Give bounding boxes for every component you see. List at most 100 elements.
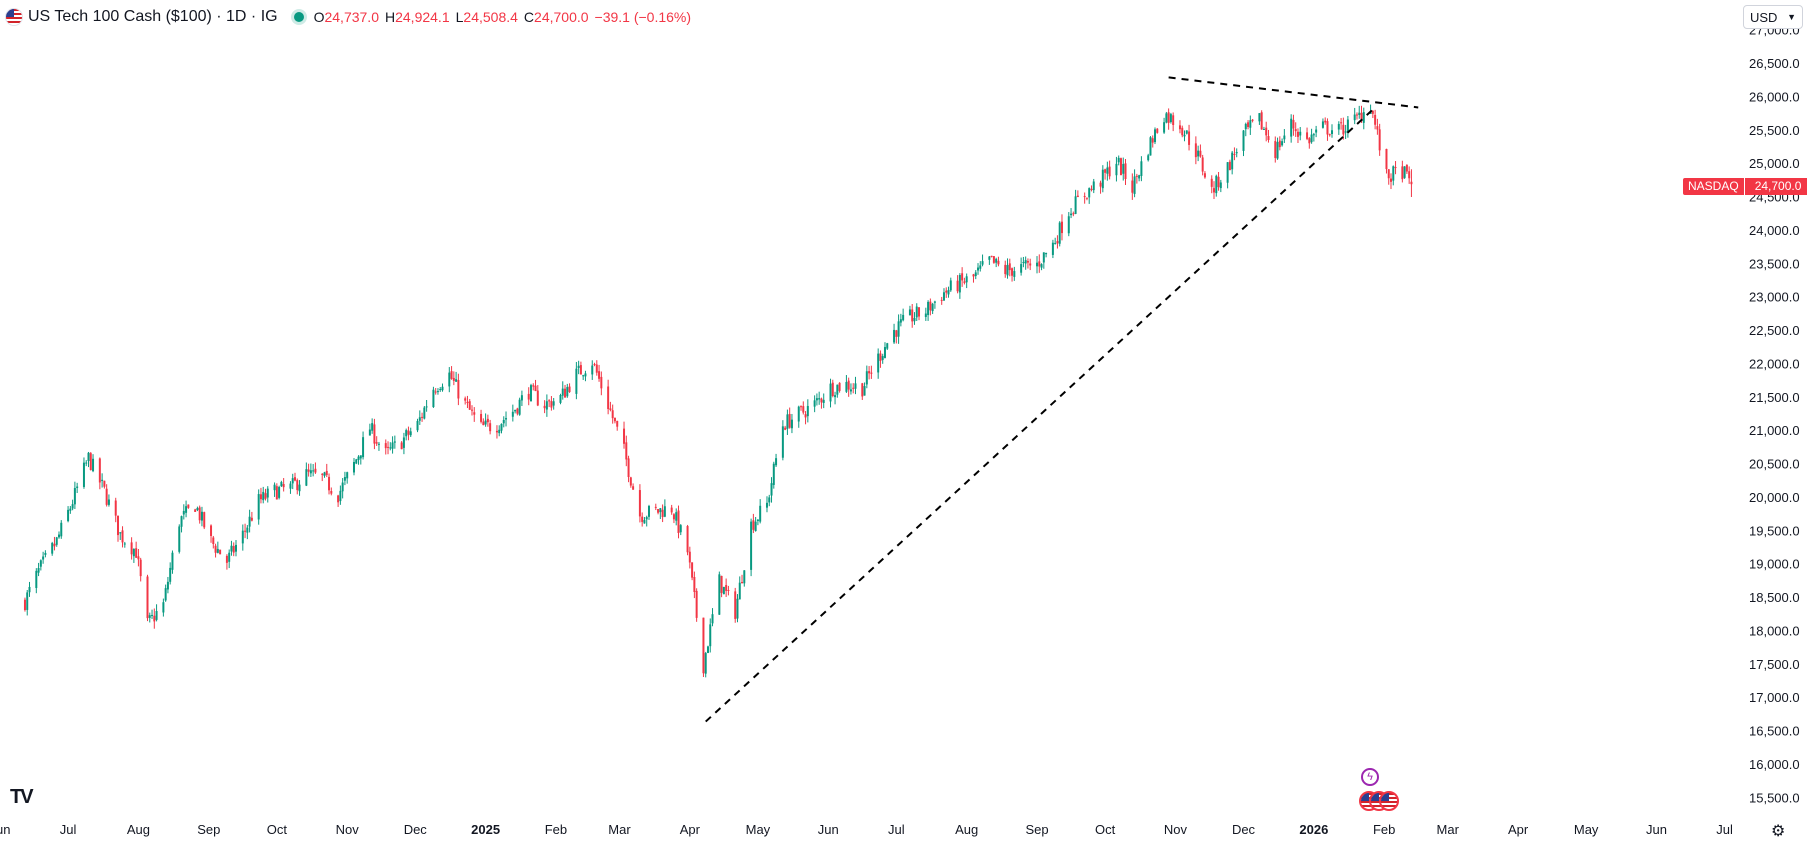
- candle-body: [641, 516, 644, 522]
- candle-body: [1385, 148, 1388, 170]
- candle-body: [686, 526, 689, 553]
- candle-body: [434, 391, 437, 393]
- flash-event-icon[interactable]: ϟ: [1361, 768, 1379, 786]
- candle-body: [600, 376, 603, 389]
- last-price-tag: NASDAQ 24,700.0: [1683, 178, 1807, 195]
- candle-body: [552, 401, 555, 406]
- tradingview-logo[interactable]: TV: [10, 786, 34, 808]
- candle-body: [1249, 120, 1252, 128]
- candle-body: [1040, 264, 1043, 268]
- candle-body: [307, 469, 310, 472]
- market-status-icon: [293, 12, 304, 22]
- x-tick-label: Oct: [1095, 822, 1116, 837]
- candle-body: [1045, 252, 1048, 255]
- currency-select[interactable]: USD ▼: [1743, 5, 1803, 29]
- candle-body: [911, 309, 914, 322]
- x-tick-label: Jun: [818, 822, 839, 837]
- candle-body: [913, 317, 916, 322]
- candle-body: [1342, 124, 1345, 135]
- candle-body: [902, 314, 905, 321]
- candle-body: [405, 430, 408, 437]
- candle-body: [611, 410, 614, 419]
- candle-body: [879, 353, 882, 361]
- candle-body: [516, 408, 519, 414]
- candle-body: [1251, 119, 1254, 121]
- candle-body: [974, 272, 977, 277]
- candle-body: [480, 413, 483, 422]
- candle-body: [675, 512, 678, 521]
- candle-body: [250, 517, 253, 521]
- candle-body: [704, 653, 707, 674]
- candle-body: [1178, 125, 1181, 130]
- trendlines-layer[interactable]: [705, 76, 1419, 723]
- candle-body: [1310, 134, 1313, 143]
- candle-body: [625, 442, 628, 460]
- candle-body: [1294, 129, 1297, 132]
- candle-body: [466, 401, 469, 404]
- candle-body: [339, 490, 342, 502]
- candle-body: [1138, 175, 1141, 179]
- y-tick-label: 16,000.0: [1749, 757, 1800, 772]
- candle-body: [1156, 128, 1159, 133]
- candle-body: [470, 409, 473, 411]
- candle-body: [584, 373, 587, 377]
- x-tick-label: Nov: [336, 822, 360, 837]
- candle-body: [1072, 213, 1075, 215]
- candle-body: [1340, 122, 1343, 124]
- candle-body: [421, 416, 424, 418]
- candle-body: [1210, 178, 1213, 187]
- candle-body: [139, 559, 142, 577]
- candle-body: [849, 389, 852, 392]
- candle-body: [754, 521, 757, 531]
- candle-body: [1199, 150, 1202, 157]
- candle-body: [963, 281, 966, 283]
- candle-body: [1376, 126, 1379, 130]
- candle-body: [495, 430, 498, 433]
- candle-body: [868, 371, 871, 374]
- x-tick-label: May: [746, 822, 771, 837]
- price-axis[interactable]: 15,500.0 16,000.0 16,500.0 17,000.0 17,500.0…: [1749, 23, 1800, 806]
- candle-body: [836, 384, 839, 395]
- candle-body: [647, 506, 650, 517]
- us-flag-icon[interactable]: [1379, 791, 1399, 811]
- candle-body: [995, 258, 998, 263]
- candle-body: [529, 385, 532, 402]
- y-tick-label: 22,000.0: [1749, 356, 1800, 371]
- candle-body: [765, 502, 768, 508]
- candle-body: [39, 560, 42, 567]
- trendline[interactable]: [705, 106, 1376, 723]
- time-axis[interactable]: Jun Jul Aug Sep Oct Nov Dec 2025 Feb Mar Apr May Jun…: [0, 822, 1733, 837]
- candle-body: [214, 545, 217, 553]
- x-tick-label: Sep: [197, 822, 220, 837]
- candle-body: [548, 400, 551, 402]
- candle-body: [768, 497, 771, 503]
- candle-body: [153, 615, 156, 622]
- candle-body: [67, 509, 70, 522]
- candle-body: [1328, 134, 1331, 136]
- gear-icon[interactable]: ⚙: [1771, 823, 1786, 840]
- candle-body: [246, 527, 249, 533]
- candle-body: [119, 532, 122, 534]
- candle-body: [212, 537, 215, 545]
- symbol-title[interactable]: US Tech 100 Cash ($100) · 1D · IG: [28, 8, 278, 25]
- candle-body: [323, 472, 326, 476]
- trendline[interactable]: [1168, 76, 1419, 109]
- candle-body: [806, 405, 809, 417]
- x-tick-label: Apr: [1508, 822, 1529, 837]
- candle-body: [527, 393, 530, 400]
- candle-body: [663, 506, 666, 517]
- candle-body: [818, 398, 821, 400]
- y-tick-label: 19,500.0: [1749, 523, 1800, 538]
- candle-body: [727, 589, 730, 591]
- candle-body: [1006, 265, 1009, 276]
- candle-body: [693, 576, 696, 592]
- candle-body: [591, 365, 594, 375]
- close-value: 24,700.0: [534, 9, 589, 25]
- candle-body: [657, 509, 660, 513]
- candle-body: [441, 386, 444, 391]
- economic-events[interactable]: [1359, 791, 1399, 813]
- y-tick-label: 20,000.0: [1749, 490, 1800, 505]
- candle-body: [1267, 136, 1270, 140]
- candle-body: [1020, 264, 1023, 273]
